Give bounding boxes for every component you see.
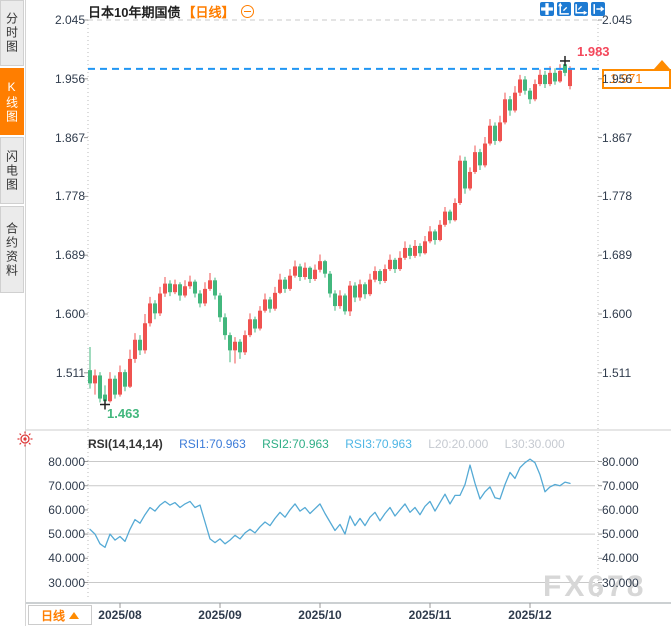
price-axis-label-right: 1.689 (602, 248, 633, 263)
rsi-axis-label-left: 70.000 (48, 478, 85, 493)
rsi-l20-level: L20:20.000 (428, 437, 489, 451)
chart-title: 日本10年期国债 【日线】 (88, 2, 255, 20)
interval-label: 【日线】 (182, 5, 235, 20)
sidebar-item-lightning-chart[interactable]: 闪电图 (0, 137, 24, 204)
rsi-axis-label-left: 80.000 (48, 454, 85, 469)
sidebar-item-contract-info[interactable]: 合约资料 (0, 206, 24, 293)
rsi-axis-label-right: 40.000 (602, 551, 639, 566)
price-axis-label-right: 1.600 (602, 307, 633, 321)
sidebar-item-time-chart[interactable]: 分时图 (0, 0, 24, 66)
instrument-name: 日本10年期国债 (88, 5, 181, 20)
price-axis-label-left: 1.867 (54, 130, 85, 145)
rsi-axis-label-right: 80.000 (602, 454, 639, 469)
rsi-axis-label-left: 40.000 (48, 551, 85, 566)
crosshair-move-icon[interactable] (540, 2, 554, 16)
rsi-l30-level: L30:30.000 (504, 437, 565, 451)
date-axis-label: 2025/12 (508, 608, 552, 622)
price-axis-label-left: 1.600 (54, 307, 85, 321)
price-axis-label-left: 2.045 (54, 13, 85, 27)
rsi2-value: RSI2:70.963 (262, 437, 329, 451)
chart-toolbar (540, 2, 605, 16)
date-axis-label: 2025/10 (298, 608, 342, 622)
price-axis-label-left: 1.778 (54, 189, 85, 204)
price-axis-label-right: 1.778 (602, 189, 633, 204)
price-axis-label-left: 1.689 (54, 248, 85, 263)
price-axis-label-right: 1.867 (602, 130, 633, 145)
collapse-minus-icon[interactable] (241, 5, 255, 18)
rsi-axis-label-left: 30.000 (48, 575, 85, 590)
date-axis-label: 2025/09 (198, 608, 242, 622)
sidebar-item-label: 合约资料 (4, 221, 19, 278)
sidebar-item-kline-chart[interactable]: K线图 (0, 68, 24, 135)
sidebar-item-label: 闪电图 (4, 149, 19, 192)
period-selector[interactable]: 日线 (28, 605, 92, 625)
rsi-indicator-header: RSI(14,14,14) RSI1:70.963 RSI2:70.963 RS… (88, 437, 578, 451)
scale-x-axis-icon[interactable] (574, 2, 588, 16)
triangle-up-icon (69, 611, 79, 619)
watermark: FX678 (543, 570, 647, 603)
sidebar: 分时图 K线图 闪电图 合约资料 (0, 0, 26, 626)
rsi-axis-label-right: 50.000 (602, 527, 639, 542)
indicator-settings-icon[interactable] (17, 431, 33, 447)
rsi-params-label: RSI(14,14,14) (88, 437, 163, 451)
rsi1-value: RSI1:70.963 (179, 437, 246, 451)
price-up-triangle-icon (654, 60, 670, 69)
rsi3-value: RSI3:70.963 (345, 437, 412, 451)
period-high-label: 1.983 (577, 44, 610, 59)
scale-y-axis-icon[interactable] (557, 2, 571, 16)
price-axis-label-right: 2.045 (602, 13, 633, 27)
period-selector-label: 日线 (40, 608, 65, 623)
current-price-tag: 1.971 (602, 69, 671, 89)
sidebar-item-label: K线图 (4, 79, 19, 124)
rsi-axis-label-right: 30.000 (602, 575, 639, 590)
price-axis-label-left: 1.511 (55, 365, 85, 380)
rsi-axis-label-right: 60.000 (602, 502, 639, 517)
rsi-axis-label-left: 50.000 (48, 527, 85, 542)
pan-to-latest-icon[interactable] (591, 2, 605, 16)
rsi-axis-label-left: 60.000 (48, 502, 85, 517)
date-axis-label: 2025/11 (408, 608, 452, 622)
period-low-label: 1.463 (107, 406, 140, 421)
price-axis-label-right: 1.511 (602, 365, 632, 380)
date-axis-label: 2025/08 (98, 608, 142, 622)
price-axis-label-right: 1.956 (602, 71, 633, 86)
rsi-axis-label-right: 70.000 (602, 478, 639, 493)
price-axis-label-left: 1.956 (54, 71, 85, 86)
sidebar-item-label: 分时图 (4, 12, 19, 54)
